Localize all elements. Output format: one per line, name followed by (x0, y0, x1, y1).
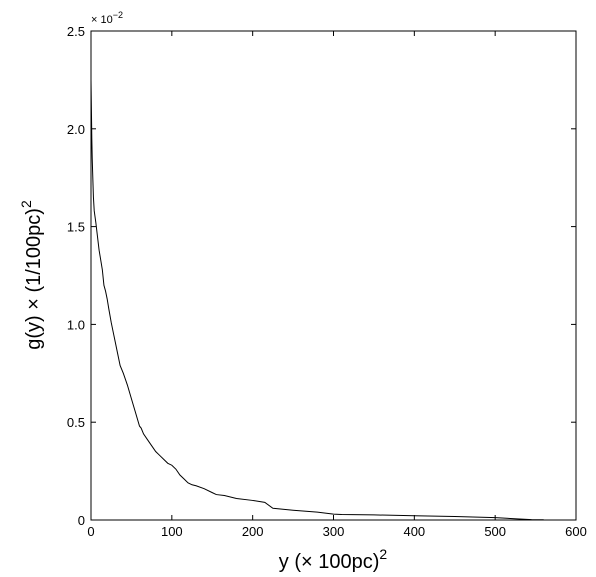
y-axis-label-superscript: 2 (18, 200, 34, 208)
x-axis-label-superscript: 2 (379, 546, 387, 562)
y-tick-label: 2.0 (67, 122, 85, 137)
y-tick-label: 2.5 (67, 24, 85, 39)
x-tick-label: 200 (242, 524, 264, 539)
y-axis-multiplier: × 10−2 (91, 10, 123, 26)
y-axis-label: g(y) × (1/100pc)2 (18, 200, 45, 350)
x-tick-label: 500 (484, 524, 506, 539)
y-axis-ticks: 0 0.5 1.0 1.5 2.0 2.5 (67, 24, 576, 528)
x-tick-label: 600 (565, 524, 587, 539)
series-line (90, 79, 544, 521)
y-tick-label: 0 (78, 513, 85, 528)
y-tick-label: 0.5 (67, 415, 85, 430)
x-axis-ticks: 0 100 200 300 400 500 600 (87, 31, 587, 539)
plot-frame (90, 30, 577, 521)
y-axis-multiplier-exponent: −2 (113, 10, 123, 20)
x-tick-label: 0 (87, 524, 94, 539)
x-axis-label: y (× 100pc)2 (279, 546, 388, 573)
x-tick-label: 100 (161, 524, 183, 539)
x-tick-label: 300 (323, 524, 345, 539)
y-tick-label: 1.0 (67, 317, 85, 332)
y-tick-label: 1.5 (67, 220, 85, 235)
x-tick-label: 400 (403, 524, 425, 539)
